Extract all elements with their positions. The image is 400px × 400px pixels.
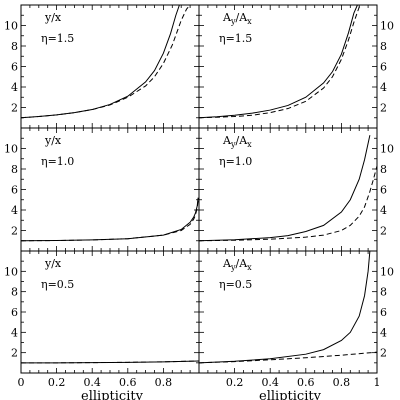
panel-top-right: 2 4 6 8 10 Ay/Ax η=1.5	[198, 4, 394, 129]
solid-curve	[199, 5, 360, 119]
eta-label: η=1.5	[219, 32, 252, 45]
x-tick-label: 0.2	[48, 376, 66, 389]
x-tick-label: 0.2	[226, 376, 244, 389]
y-tick-label: 6	[380, 61, 387, 74]
eta-label: η=1.5	[41, 32, 74, 45]
panel-bottom-left: 2 4 6 8 10 0 0.2 0.4 0.6 0.8 ellipticity y/x η=0.5	[4, 250, 200, 400]
solid-curve	[199, 135, 371, 242]
y-tick-label: 2	[380, 225, 387, 238]
y-tick-label: 2	[11, 225, 18, 238]
dashed-curve	[21, 199, 199, 242]
x-tick-label: 0	[18, 376, 25, 389]
y-tick-label: 10	[380, 265, 394, 278]
y-tick-label: 8	[380, 40, 387, 53]
x-tick-label: 1	[374, 376, 381, 389]
y-tick-label: 4	[380, 326, 387, 339]
y-tick-label: 4	[380, 81, 387, 94]
dashed-curve	[199, 165, 377, 242]
y-tick-label: 2	[380, 347, 387, 360]
dashed-curve	[199, 5, 364, 119]
y-tick-label: 2	[380, 102, 387, 115]
y-tick-label: 8	[11, 163, 18, 176]
y-tick-label: 4	[380, 204, 387, 217]
y-tick-label: 4	[11, 81, 18, 94]
panel-label: Ay/Ax	[222, 11, 252, 26]
y-tick-label: 6	[11, 61, 18, 74]
panel-label: y/x	[44, 134, 62, 147]
y-tick-label: 6	[380, 306, 387, 319]
x-tick-label: 0.8	[333, 376, 351, 389]
y-tick-label: 8	[11, 40, 18, 53]
panel-label: Ay/Ax	[222, 257, 252, 272]
x-tick-label: 0.6	[297, 376, 315, 389]
x-axis-label: ellipticity	[81, 389, 144, 400]
eta-label: η=0.5	[41, 278, 74, 291]
solid-curve	[21, 5, 182, 119]
x-axis-label: ellipticity	[259, 389, 322, 400]
panel-bottom-right: 2 4 6 8 10 0.2 0.4 0.6 0.8 1 ellipticity Ay/Ax η=0.5	[198, 250, 394, 400]
eta-label: η=1.0	[41, 155, 74, 168]
y-tick-label: 10	[4, 265, 18, 278]
y-tick-label: 10	[380, 20, 394, 33]
y-tick-label: 2	[11, 347, 18, 360]
y-tick-label: 10	[4, 143, 18, 156]
y-tick-label: 2	[11, 102, 18, 115]
y-tick-label: 8	[380, 163, 387, 176]
y-tick-label: 10	[4, 20, 18, 33]
x-tick-label: 0.8	[155, 376, 173, 389]
panel-middle-left: 2 4 6 8 10 y/x η=1.0	[4, 127, 200, 252]
eta-label: η=1.0	[219, 155, 252, 168]
dashed-curve	[21, 360, 199, 364]
y-tick-label: 6	[380, 184, 387, 197]
y-tick-label: 6	[11, 184, 18, 197]
y-tick-label: 6	[11, 306, 18, 319]
solid-curve	[21, 197, 199, 242]
y-tick-label: 8	[380, 286, 387, 299]
panel-middle-right: 2 4 6 8 10 Ay/Ax η=1.0	[198, 127, 394, 252]
y-tick-label: 4	[11, 204, 18, 217]
panel-top-left: 2 4 6 8 10 y/x η=1.5	[4, 4, 200, 129]
y-tick-label: 8	[11, 286, 18, 299]
solid-curve	[199, 251, 371, 364]
x-tick-label: 0.4	[261, 376, 279, 389]
dashed-curve	[21, 5, 191, 119]
x-tick-label: 0.4	[83, 376, 101, 389]
y-tick-label: 4	[11, 326, 18, 339]
x-tick-label: 0.6	[119, 376, 137, 389]
panel-label: y/x	[44, 11, 62, 24]
panel-label: y/x	[44, 257, 62, 270]
y-tick-label: 10	[380, 143, 394, 156]
panel-label: Ay/Ax	[222, 134, 252, 149]
dashed-curve	[199, 351, 377, 364]
eta-label: η=0.5	[219, 278, 252, 291]
